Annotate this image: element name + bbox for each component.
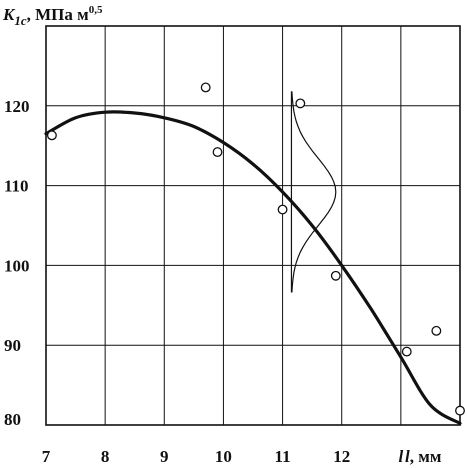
y-tick-label: 80 bbox=[4, 410, 21, 429]
distribution-annotation bbox=[290, 91, 337, 293]
distribution-bell-curve bbox=[291, 91, 337, 293]
x-axis-symbol: l bbox=[405, 447, 410, 466]
fit-curve-layer bbox=[44, 110, 462, 425]
x-tick-label: 12 bbox=[333, 447, 350, 466]
data-point bbox=[212, 147, 223, 158]
x-axis-unit: , мм bbox=[410, 447, 442, 466]
y-axis-unit-exponent: 0,5 bbox=[89, 4, 103, 16]
data-points bbox=[46, 82, 465, 416]
data-point bbox=[455, 405, 465, 416]
x-tick-label: 7 bbox=[42, 447, 51, 466]
y-tick-label: 100 bbox=[4, 256, 30, 275]
data-point bbox=[295, 98, 306, 109]
plot-frame bbox=[45, 25, 461, 426]
plot-border bbox=[45, 25, 461, 426]
data-point bbox=[277, 204, 288, 215]
data-point bbox=[431, 325, 442, 336]
x-tick-label: l bbox=[398, 447, 403, 466]
data-point bbox=[330, 270, 341, 281]
y-axis-title: K1c, МПа м0,5 bbox=[2, 4, 103, 28]
x-tick-label: 11 bbox=[275, 447, 291, 466]
x-tick-label: 10 bbox=[215, 447, 232, 466]
data-point bbox=[200, 82, 211, 93]
y-tick-label: 90 bbox=[4, 336, 21, 355]
fit-curve bbox=[44, 110, 462, 425]
y-axis-symbol: K bbox=[2, 5, 16, 24]
data-point bbox=[46, 130, 57, 141]
y-axis-unit: , МПа м bbox=[27, 5, 90, 24]
x-tick-label: 8 bbox=[101, 447, 110, 466]
y-tick-label: 120 bbox=[4, 97, 30, 116]
y-tick-labels: 80 90 100 110 120 bbox=[4, 97, 30, 429]
y-axis-subscript: 1c bbox=[14, 13, 27, 28]
grid bbox=[45, 26, 460, 426]
y-tick-label: 110 bbox=[4, 177, 29, 196]
x-tick-labels: 7 8 9 10 11 12 l bbox=[42, 447, 404, 466]
x-axis-title: l, мм bbox=[405, 447, 442, 466]
x-tick-label: 9 bbox=[160, 447, 169, 466]
data-point bbox=[401, 346, 412, 357]
